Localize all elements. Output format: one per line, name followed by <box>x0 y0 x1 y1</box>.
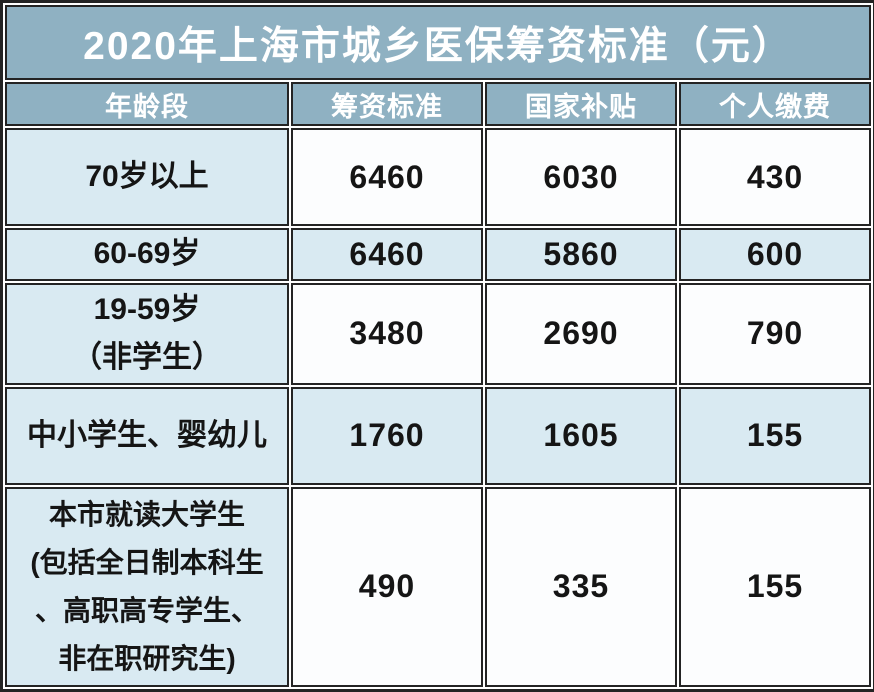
col-header-age-group: 年龄段 <box>5 82 289 127</box>
col-header-personal-payment: 个人缴费 <box>679 82 872 127</box>
personal-payment-cell: 600 <box>679 227 872 281</box>
funding-standard-cell: 1760 <box>291 386 483 485</box>
funding-standard-cell: 6460 <box>291 128 483 226</box>
state-subsidy-cell: 5860 <box>485 227 677 281</box>
title-row: 2020年上海市城乡医保筹资标准（元） <box>5 5 872 81</box>
state-subsidy-cell: 335 <box>485 486 677 687</box>
col-header-funding-standard: 筹资标准 <box>291 82 483 127</box>
row-age-19-59-non-student: 19-59岁 （非学生） 3480 2690 790 <box>5 282 872 385</box>
funding-standard-cell: 3480 <box>291 282 483 385</box>
funding-standard-cell: 490 <box>291 486 483 687</box>
funding-standard-cell: 6460 <box>291 227 483 281</box>
age-cell: 60-69岁 <box>5 227 289 281</box>
personal-payment-cell: 155 <box>679 486 872 687</box>
personal-payment-cell: 155 <box>679 386 872 485</box>
row-age-70-plus: 70岁以上 6460 6030 430 <box>5 128 872 226</box>
state-subsidy-cell: 1605 <box>485 386 677 485</box>
personal-payment-cell: 430 <box>679 128 872 226</box>
age-cell: 中小学生、婴幼儿 <box>5 386 289 485</box>
state-subsidy-cell: 2690 <box>485 282 677 385</box>
row-age-60-69: 60-69岁 6460 5860 600 <box>5 227 872 281</box>
row-local-college-students: 本市就读大学生 (包括全日制本科生 、高职高专学生、 非在职研究生) 490 3… <box>5 486 872 687</box>
age-cell: 70岁以上 <box>5 128 289 226</box>
personal-payment-cell: 790 <box>679 282 872 385</box>
age-cell: 19-59岁 （非学生） <box>5 282 289 385</box>
row-students-and-infants: 中小学生、婴幼儿 1760 1605 155 <box>5 386 872 485</box>
state-subsidy-cell: 6030 <box>485 128 677 226</box>
col-header-state-subsidy: 国家补贴 <box>485 82 677 127</box>
header-row: 年龄段 筹资标准 国家补贴 个人缴费 <box>5 82 872 127</box>
age-cell: 本市就读大学生 (包括全日制本科生 、高职高专学生、 非在职研究生) <box>5 486 289 687</box>
table-title: 2020年上海市城乡医保筹资标准（元） <box>5 5 872 81</box>
